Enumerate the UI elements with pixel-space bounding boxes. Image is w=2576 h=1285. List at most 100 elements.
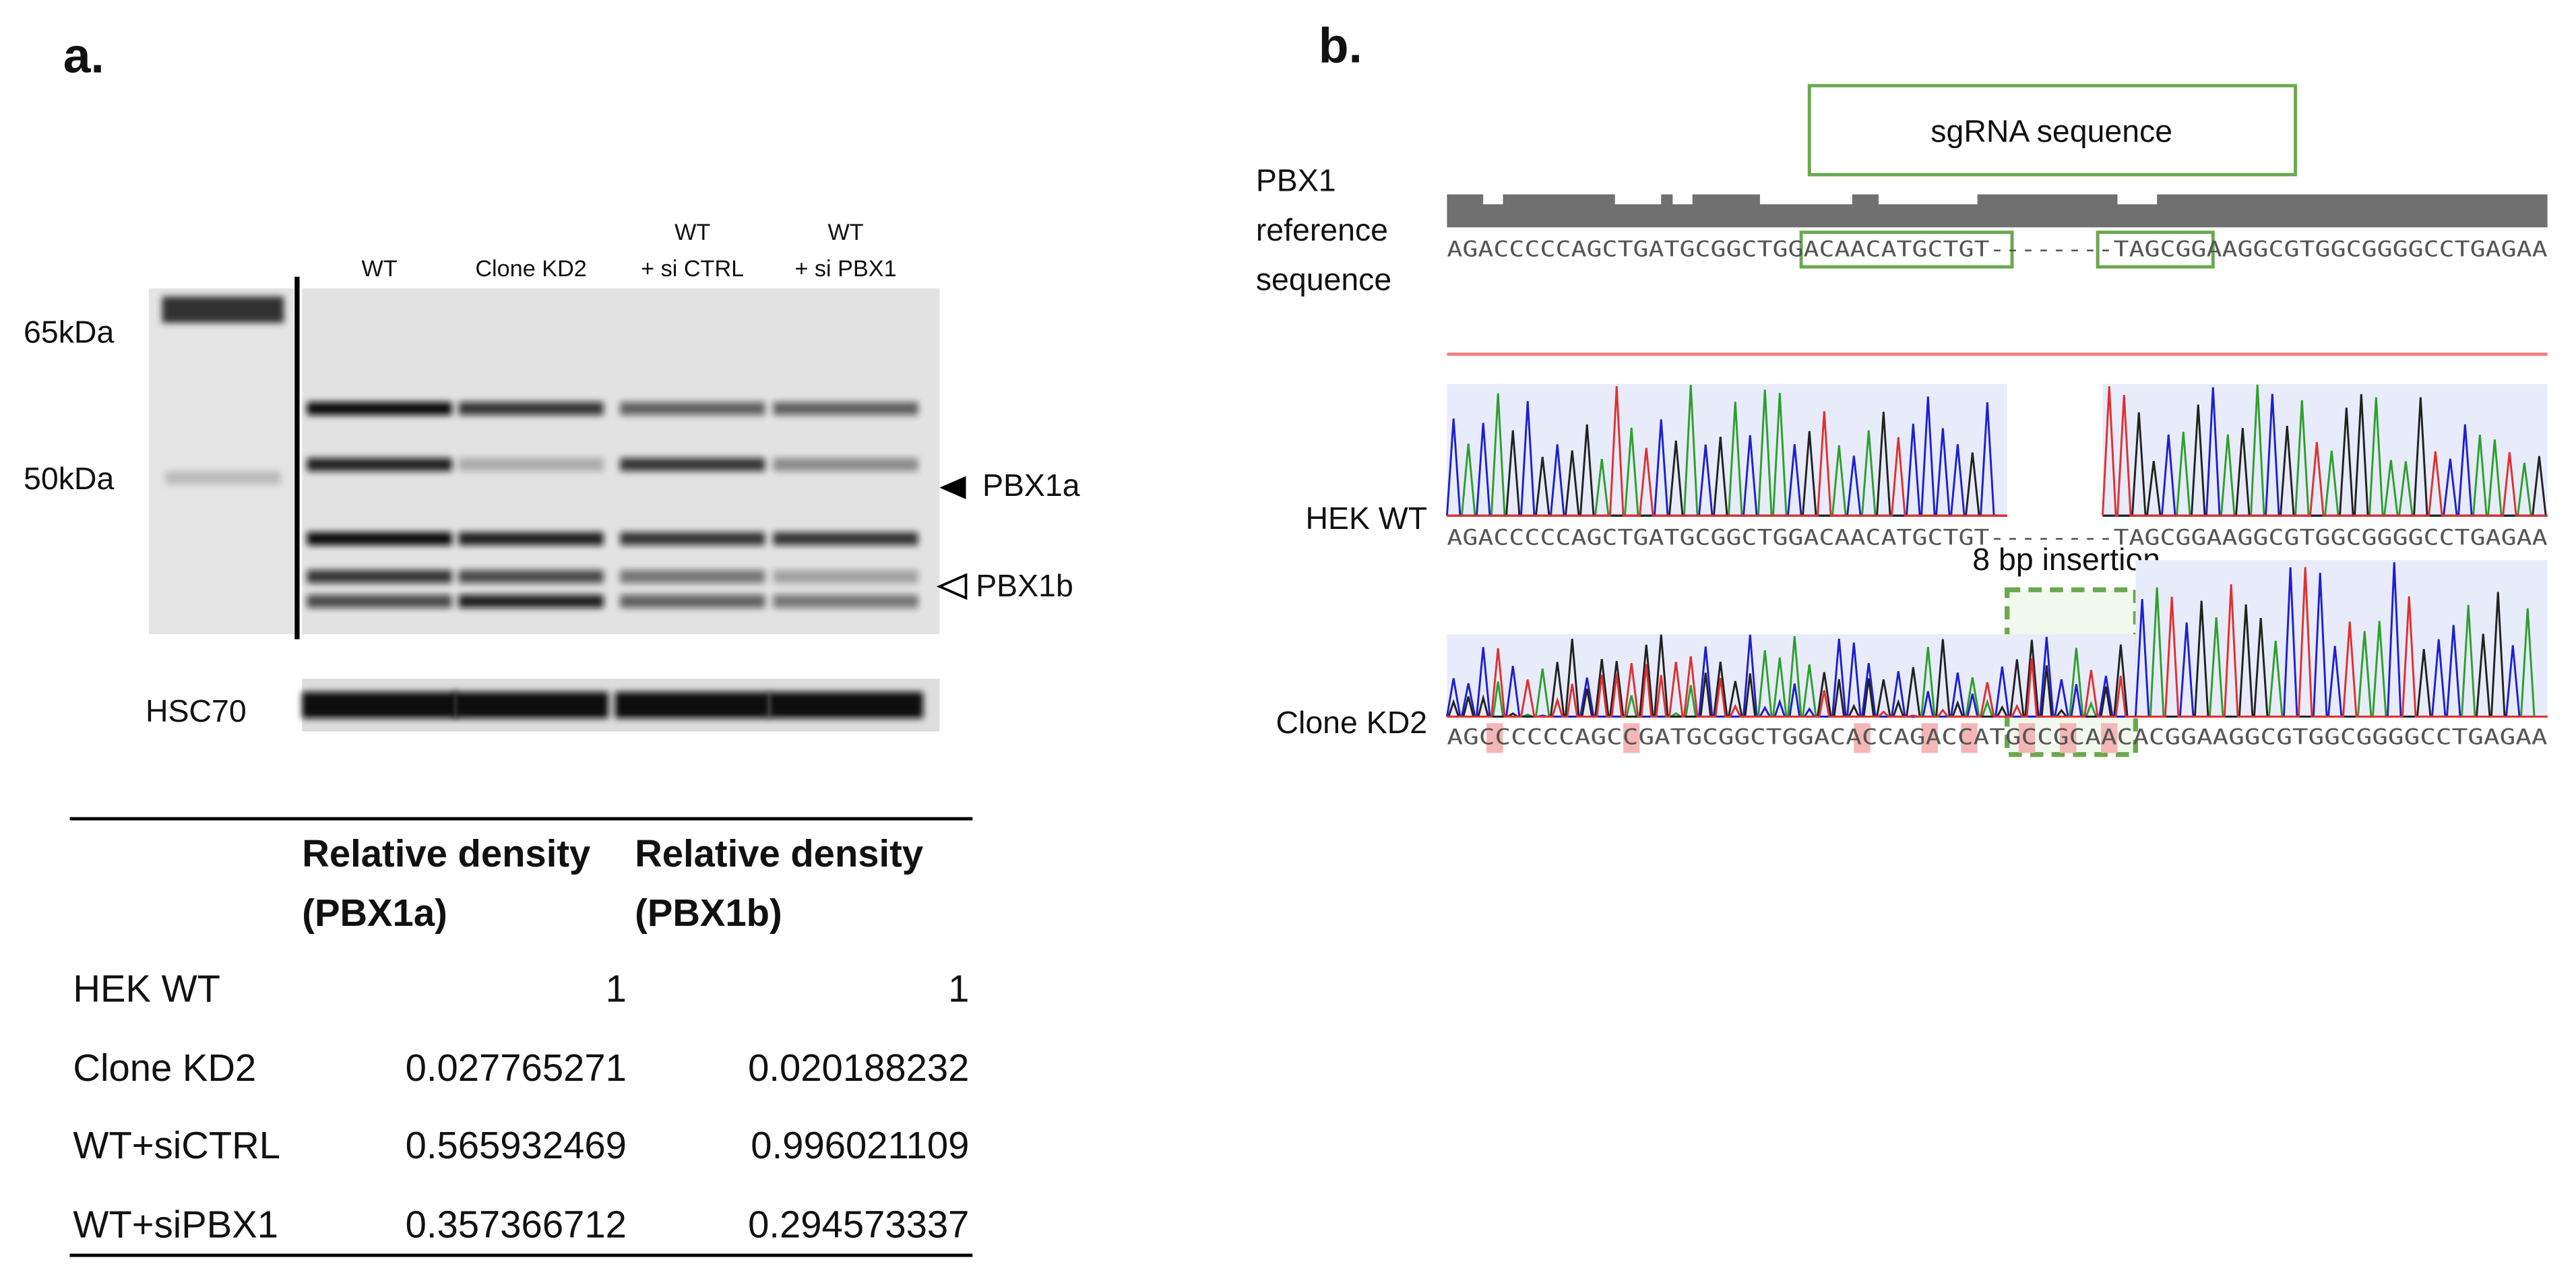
trace-bg (2102, 383, 2548, 516)
track-label: sequence (1256, 261, 1391, 296)
table-cell: 0.565932469 (406, 1124, 627, 1166)
band (620, 402, 765, 416)
mismatch (2018, 723, 2036, 753)
trace (2102, 387, 2548, 517)
lane-label: Clone KD2 (475, 256, 586, 282)
loading-label: HSC70 (146, 693, 247, 728)
band (307, 569, 452, 584)
band (458, 569, 604, 584)
panel-label: a. (63, 28, 104, 83)
band (620, 594, 765, 608)
lane-label: + si PBX1 (794, 256, 896, 282)
panel-label: b. (1319, 18, 1362, 73)
sgrna-box (1807, 84, 2297, 177)
lane-label: WT (362, 256, 398, 282)
table-cell: WT+siCTRL (73, 1124, 280, 1166)
trace-bg (2135, 560, 2548, 717)
marker-band (165, 471, 281, 484)
trace (2135, 567, 2548, 718)
trace-bg (1447, 383, 2007, 516)
sgrna-highlight (1799, 230, 2014, 269)
mismatch (1854, 723, 1871, 753)
band-label: PBX1a (982, 468, 1080, 503)
table-cell: 0.020188232 (748, 1046, 969, 1089)
trace (1447, 412, 2007, 517)
coverage-gap (2117, 194, 2158, 205)
table-cell: 0.357366712 (406, 1203, 627, 1245)
table-cell: Clone KD2 (73, 1046, 256, 1089)
mismatch (1961, 723, 1978, 753)
band (773, 402, 918, 416)
band (307, 594, 452, 608)
band (307, 402, 452, 416)
coverage-bar (1447, 194, 2548, 228)
sgrna-highlight (2096, 230, 2215, 269)
table-cell: 1 (606, 968, 627, 1010)
table-cell: 1 (948, 968, 969, 1010)
table-cell: WT+siPBX1 (73, 1203, 278, 1245)
mismatch (1921, 723, 1939, 753)
trace (2102, 386, 2548, 517)
marker-label: 65kDa (24, 315, 114, 350)
marker-label: 50kDa (24, 461, 114, 496)
trace (2102, 394, 2548, 517)
lane-label: WT (827, 220, 863, 245)
band (458, 594, 604, 608)
lane-label: WT (674, 220, 710, 245)
sequence: AGACCCCCAGCTGATGCGGCTGGACAACATGCTGT-----… (1447, 238, 2547, 262)
loading-band (615, 691, 770, 718)
marker-lane (148, 288, 294, 635)
loading-band (453, 691, 608, 718)
mismatch (2059, 723, 2077, 753)
trace (2102, 384, 2548, 517)
table-cell: 0.294573337 (748, 1203, 969, 1245)
insertion-label: 8 bp insertion (1972, 542, 2160, 577)
band (620, 569, 765, 584)
band (458, 402, 604, 416)
band (773, 569, 918, 584)
trace (1447, 386, 2007, 517)
track-label: PBX1 (1256, 163, 1336, 198)
coverage-gap (1672, 194, 1693, 205)
mismatch (1623, 723, 1640, 753)
band (773, 594, 918, 608)
band-arrow (936, 573, 968, 600)
band (458, 532, 604, 546)
sequence: AGCCCCCCAGCCGATGCGGCTGGACACCAGACCATGCCGC… (1447, 725, 2547, 749)
band (773, 532, 918, 546)
band (620, 458, 765, 472)
track-label: reference (1256, 212, 1388, 247)
loading-band (302, 691, 458, 718)
trace (1447, 636, 2136, 718)
lane-label: + si CTRL (641, 256, 744, 282)
band (458, 458, 604, 472)
loading-band (768, 691, 923, 718)
table-header: Relative density (302, 832, 590, 875)
band (620, 532, 765, 546)
coverage-gap (1878, 194, 1978, 205)
trace (1447, 648, 2136, 718)
table-cell: HEK WT (73, 968, 220, 1010)
table-cell: 0.996021109 (751, 1124, 969, 1166)
mismatch (2101, 723, 2118, 753)
table-header: (PBX1b) (635, 891, 782, 934)
coverage-gap (1614, 194, 1662, 205)
band-arrow (939, 476, 966, 499)
marker-band (162, 296, 284, 323)
sequence: AGACCCCCAGCTGATGCGGCTGGACAACATGCTGT-----… (1447, 526, 2547, 550)
trace (2134, 562, 2548, 718)
table-header: Relative density (635, 832, 923, 875)
coverage-gap (1759, 194, 1852, 205)
mismatch (1486, 723, 1503, 753)
band (307, 458, 452, 472)
coverage-gap (1483, 194, 1503, 205)
sgrna-label: sgRNA sequence (1930, 113, 2172, 148)
band-label: PBX1b (976, 568, 1073, 603)
table-cell: 0.027765271 (406, 1046, 627, 1089)
table-header: (PBX1a) (302, 891, 447, 934)
band (307, 532, 452, 546)
track-label: Clone KD2 (1276, 705, 1428, 740)
band (773, 458, 918, 472)
